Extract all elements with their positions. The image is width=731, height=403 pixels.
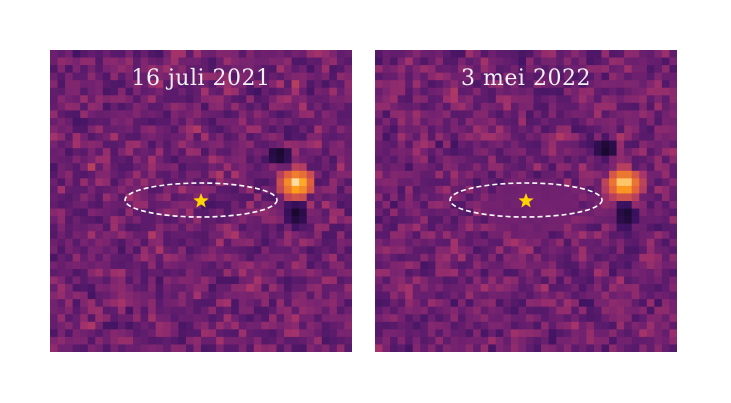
- noise-field-right: [375, 50, 677, 352]
- panel-date-label: 16 juli 2021: [131, 66, 271, 91]
- orbit-ellipse: [124, 182, 278, 218]
- noise-field-left: [50, 50, 352, 352]
- image-panel-right: 3 mei 2022: [375, 50, 677, 352]
- star-icon: [518, 193, 534, 208]
- star-icon: [193, 193, 209, 208]
- panel-date-label: 3 mei 2022: [461, 66, 591, 91]
- image-panel-left: 16 juli 2021: [50, 50, 352, 352]
- orbit-ellipse: [449, 182, 603, 218]
